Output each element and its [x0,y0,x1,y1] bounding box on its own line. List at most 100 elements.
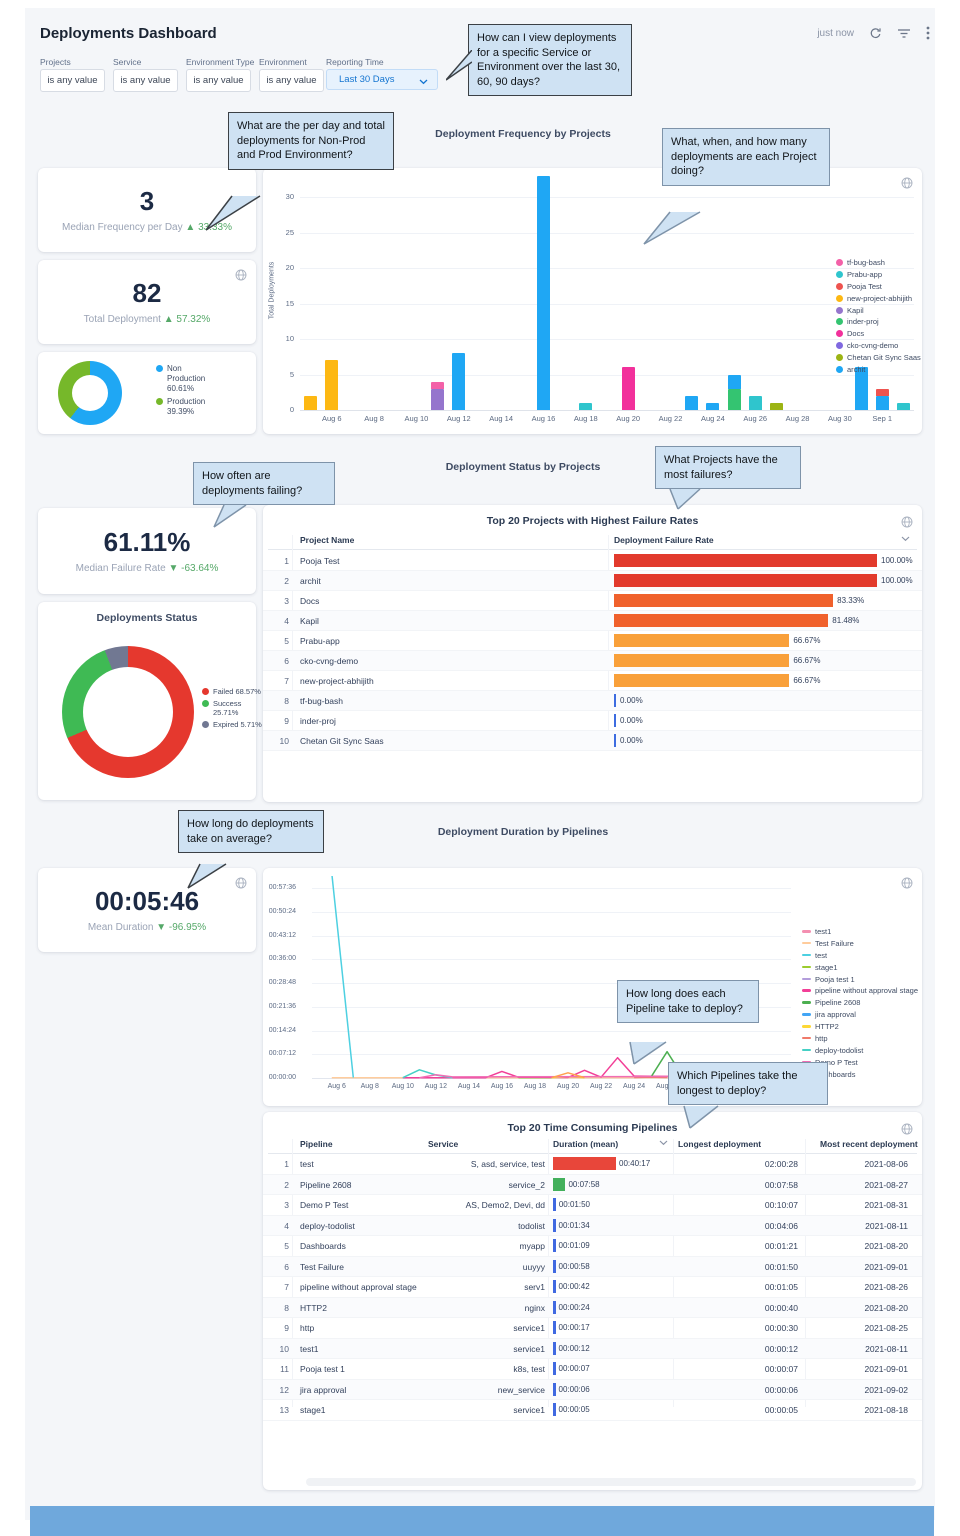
legend-item[interactable]: Test Failure [802,939,927,948]
legend-item[interactable]: cko-cvng-demo [836,341,922,350]
table-row[interactable]: 7 pipeline without approval stage serv1 00:… [263,1277,922,1298]
legend-item[interactable]: archit [836,365,922,374]
table-row[interactable]: 13 stage1 service1 00:00:05 00:00:05 2021-08-… [263,1400,922,1421]
longest-deployment-cell: 00:01:21 [764,1241,798,1251]
pipeline-name-cell: Pipeline 2608 [300,1179,352,1190]
table-row[interactable]: 4 deploy-todolist todolist 00:01:34 00:04:06… [263,1215,922,1236]
table-row[interactable]: 12 jira approval new_service 00:00:06 00:00:… [263,1379,922,1400]
table-row[interactable]: 5 Dashboards myapp 00:01:09 00:01:21 2021-08-… [263,1236,922,1257]
legend-item[interactable]: test [802,951,927,960]
bar-segment[interactable] [875,395,889,410]
line-series[interactable] [551,1072,585,1079]
bar-segment[interactable] [769,402,783,410]
legend-item[interactable]: tf-bug-bash [836,258,922,267]
legend-item[interactable]: Pooja Test [836,282,922,291]
pipelines-col-longest[interactable]: Longest deployment [678,1139,762,1149]
filter-environment-type[interactable]: is any value [186,69,251,92]
legend-dot [836,282,843,290]
table-row[interactable]: 7 new-project-abhijith 66.67% [263,671,922,691]
bar-segment[interactable] [854,367,868,410]
legend-item[interactable]: jira approval [802,1010,927,1019]
bar-segment[interactable] [621,367,635,410]
bar-segment[interactable] [727,374,741,389]
filter-reporting-time[interactable]: Last 30 Days [326,69,438,90]
table-row[interactable]: 1 Pooja Test 100.00% [263,551,922,571]
table-row[interactable]: 6 Test Failure uuyyy 00:00:58 00:01:50 2021-0… [263,1256,922,1277]
legend-item[interactable]: Non Production 60.61% [156,364,221,394]
legend-item[interactable]: Expired 5.71% [202,720,263,729]
legend-item[interactable]: http [802,1034,927,1043]
sort-chevron-icon[interactable] [659,1140,668,1146]
legend-item[interactable]: stage1 [802,963,927,972]
bar-segment[interactable] [579,402,593,410]
bar-segment[interactable] [325,360,339,410]
service-cell: k8s, test [513,1364,545,1374]
table-row[interactable]: 8 tf-bug-bash 0.00% [263,691,922,711]
legend-item[interactable]: Production 39.39% [156,397,221,417]
bar-segment[interactable] [452,353,466,410]
pipelines-col-service[interactable]: Service [428,1139,459,1149]
bar-segment[interactable] [706,402,720,410]
table-row[interactable]: 10 Chetan Git Sync Saas 0.00% [263,731,922,751]
legend-item[interactable]: inder-proj [836,317,922,326]
refresh-icon[interactable] [869,27,882,40]
sort-chevron-icon[interactable] [901,536,910,542]
table-row[interactable]: 9 inder-proj 0.00% [263,711,922,731]
bar-segment[interactable] [431,381,445,389]
filter-environment[interactable]: is any value [259,69,324,92]
table-row[interactable]: 6 cko-cvng-demo 66.67% [263,651,922,671]
table-row[interactable]: 2 Pipeline 2608 service_2 00:07:58 00:07:58 2… [263,1174,922,1195]
failure-rate-bar [614,674,790,687]
pipelines-col-recent[interactable]: Most recent deployment [820,1139,918,1149]
legend-item[interactable]: Kapil [836,306,922,315]
duration-line-plot[interactable] [312,876,791,1080]
legend-item[interactable]: test1 [802,927,927,936]
table-row[interactable]: 11 Pooja test 1 k8s, test 00:00:07 00:00:07 2… [263,1359,922,1380]
table-row[interactable]: 8 HTTP2 nginx 00:00:24 00:00:40 2021-08-20 [263,1297,922,1318]
table-row[interactable]: 3 Docs 83.33% [263,591,922,611]
pipelines-col-pipeline[interactable]: Pipeline [300,1139,333,1149]
bar-segment[interactable] [536,175,550,410]
table-row[interactable]: 1 test S, asd, service, test 00:40:17 02:00:… [263,1154,922,1175]
failure-col-rate[interactable]: Deployment Failure Rate [614,535,714,545]
filter-service[interactable]: is any value [113,69,178,92]
legend-item[interactable]: pipeline without approval stage [802,986,927,995]
kebab-menu-icon[interactable] [926,26,930,40]
failure-col-project[interactable]: Project Name [300,535,355,545]
legend-item[interactable]: Pipeline 2608 [802,998,927,1007]
duration-bar [553,1157,616,1170]
bar-segment[interactable] [896,402,910,410]
bar-segment[interactable] [431,388,445,410]
table-row[interactable]: 3 Demo P Test AS, Demo2, Devi, dd 00:01:50 0… [263,1195,922,1216]
legend-item[interactable]: Docs [836,329,922,338]
line-series[interactable] [331,876,355,1078]
bar-segment[interactable] [748,395,762,410]
legend-item[interactable]: Demo P Test [802,1058,927,1067]
table-row[interactable]: 4 Kapil 81.48% [263,611,922,631]
filter-projects[interactable]: is any value [40,69,105,92]
filter-icon[interactable] [897,28,911,39]
legend-item[interactable]: deploy-todolist [802,1046,927,1055]
longest-deployment-cell: 00:04:06 [764,1220,798,1231]
table-row[interactable]: 5 Prabu-app 66.67% [263,631,922,651]
bar-segment[interactable] [304,395,318,410]
pipeline-name-cell: Dashboards [300,1241,346,1251]
legend-label: new-project-abhijith [847,293,913,303]
filter-label-projects: Projects [40,57,71,67]
y-tick-label: 30 [285,192,294,201]
legend-item[interactable]: Chetan Git Sync Saas [836,353,922,362]
legend-item[interactable]: HTTP2 [802,1022,927,1031]
pipelines-col-duration[interactable]: Duration (mean) [553,1139,619,1149]
bar-segment[interactable] [875,388,889,396]
horizontal-scrollbar[interactable] [306,1478,916,1486]
legend-item[interactable]: Success 25.71% [202,699,263,718]
table-row[interactable]: 2 archit 100.00% [263,571,922,591]
legend-item[interactable]: new-project-abhijith [836,294,922,303]
bar-segment[interactable] [685,395,699,410]
table-row[interactable]: 10 test1 service1 00:00:12 00:00:12 2021-08-1… [263,1338,922,1359]
legend-item[interactable]: Prabu-app [836,270,922,279]
legend-item[interactable]: Failed 68.57% [202,687,263,696]
legend-item[interactable]: Pooja test 1 [802,975,927,984]
bar-segment[interactable] [727,388,741,410]
table-row[interactable]: 9 http service1 00:00:17 00:00:30 2021-08-25 [263,1318,922,1339]
